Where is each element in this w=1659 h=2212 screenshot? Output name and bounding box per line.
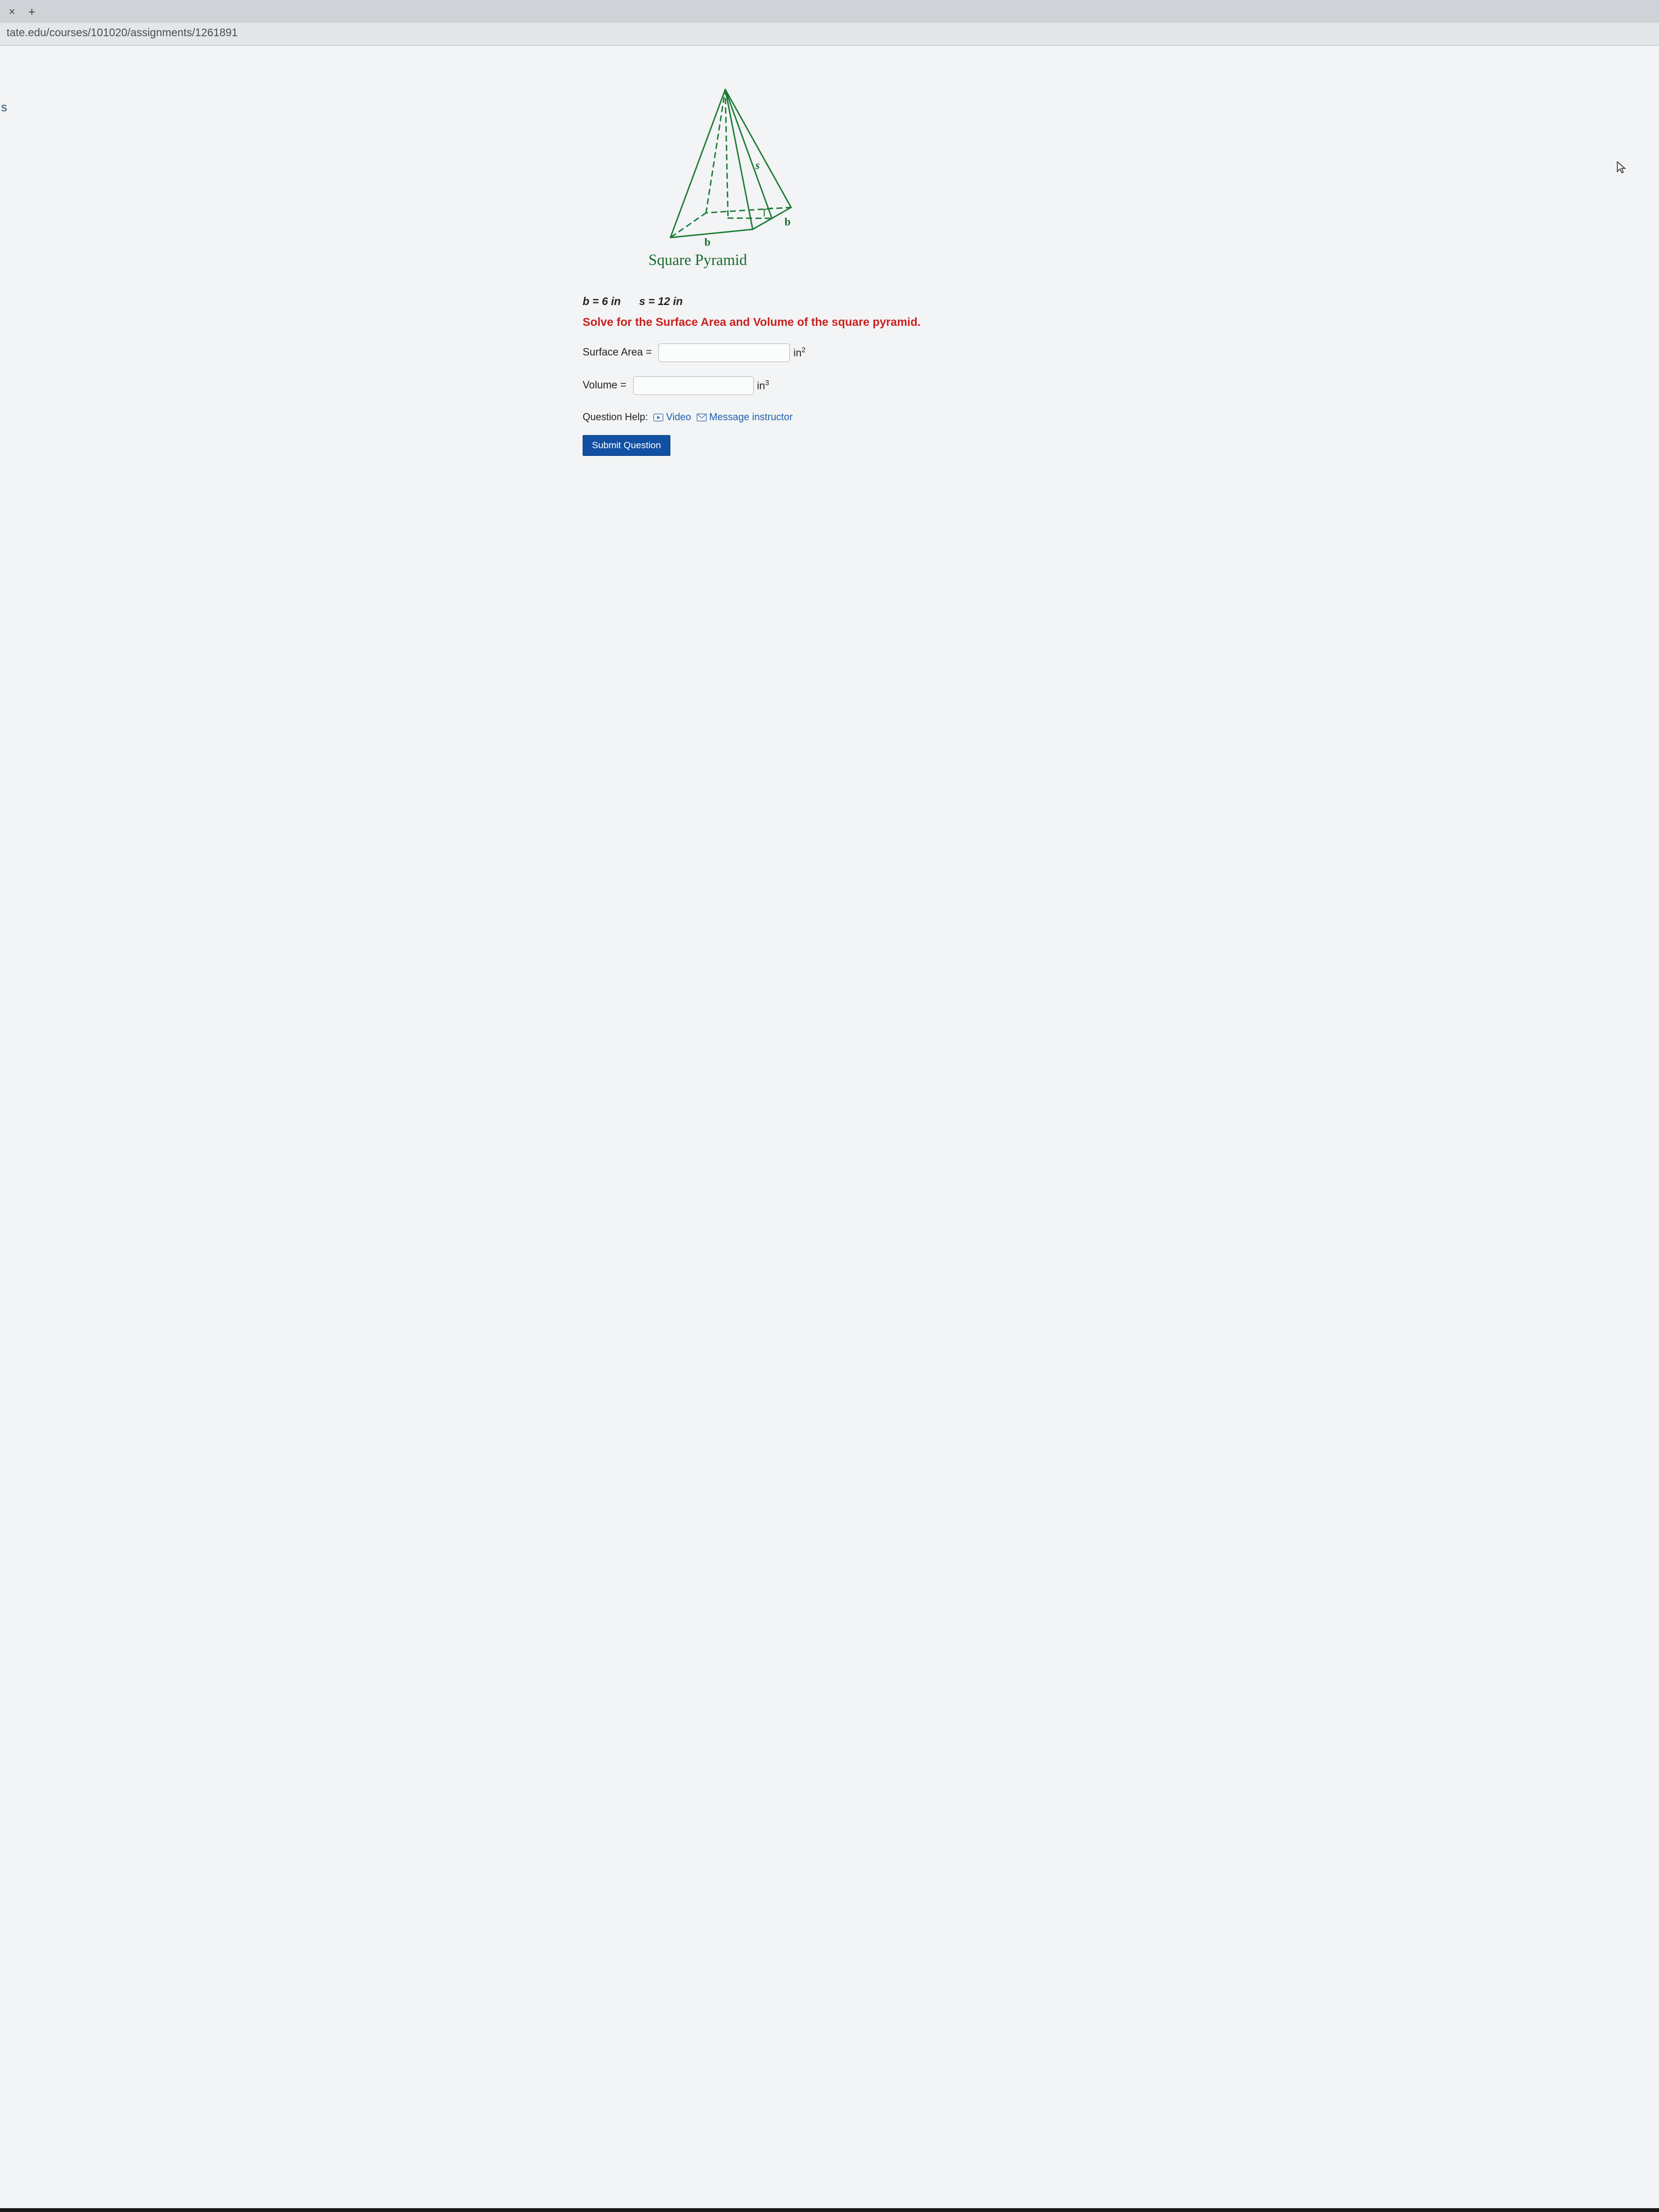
sidebar-fragment: s (0, 100, 7, 115)
message-instructor-link[interactable]: Message instructor (697, 411, 793, 423)
volume-label: Volume = (583, 380, 627, 392)
surface-area-input[interactable] (658, 343, 790, 362)
play-icon (653, 414, 663, 421)
given-b: b = 6 in (583, 296, 620, 308)
video-help-link[interactable]: Video (653, 411, 691, 423)
pyramid-figure: b b s Square Pyramid (643, 78, 1076, 269)
submit-question-button[interactable]: Submit Question (583, 435, 670, 456)
svg-text:b: b (785, 216, 791, 228)
tab-strip: × + (0, 0, 1659, 22)
tab-close-button[interactable]: × (4, 4, 20, 20)
volume-input[interactable] (633, 376, 754, 395)
page-content: s bbs Square Pyramid b = 6 in s = 12 in … (0, 46, 1659, 2208)
mail-icon (697, 414, 707, 421)
volume-row: Volume = in3 (583, 376, 1076, 395)
svg-text:b: b (704, 236, 710, 249)
question-help-label: Question Help: (583, 411, 648, 423)
given-values: b = 6 in s = 12 in (583, 296, 1076, 308)
figure-caption: Square Pyramid (648, 252, 747, 269)
surface-area-row: Surface Area = in2 (583, 343, 1076, 362)
new-tab-button[interactable]: + (24, 4, 40, 20)
svg-text:s: s (755, 160, 760, 172)
pyramid-svg: b b s (643, 78, 808, 249)
volume-unit: in3 (757, 379, 769, 392)
question-help-row: Question Help: Video Message instructor (583, 411, 1076, 423)
surface-area-unit: in2 (793, 346, 805, 359)
question-prompt: Solve for the Surface Area and Volume of… (583, 316, 1076, 329)
url-bar[interactable]: tate.edu/courses/101020/assignments/1261… (0, 22, 1659, 45)
given-s: s = 12 in (639, 296, 683, 308)
surface-area-label: Surface Area = (583, 347, 652, 359)
browser-chrome: × + tate.edu/courses/101020/assignments/… (0, 0, 1659, 46)
cursor-icon (1616, 161, 1626, 177)
